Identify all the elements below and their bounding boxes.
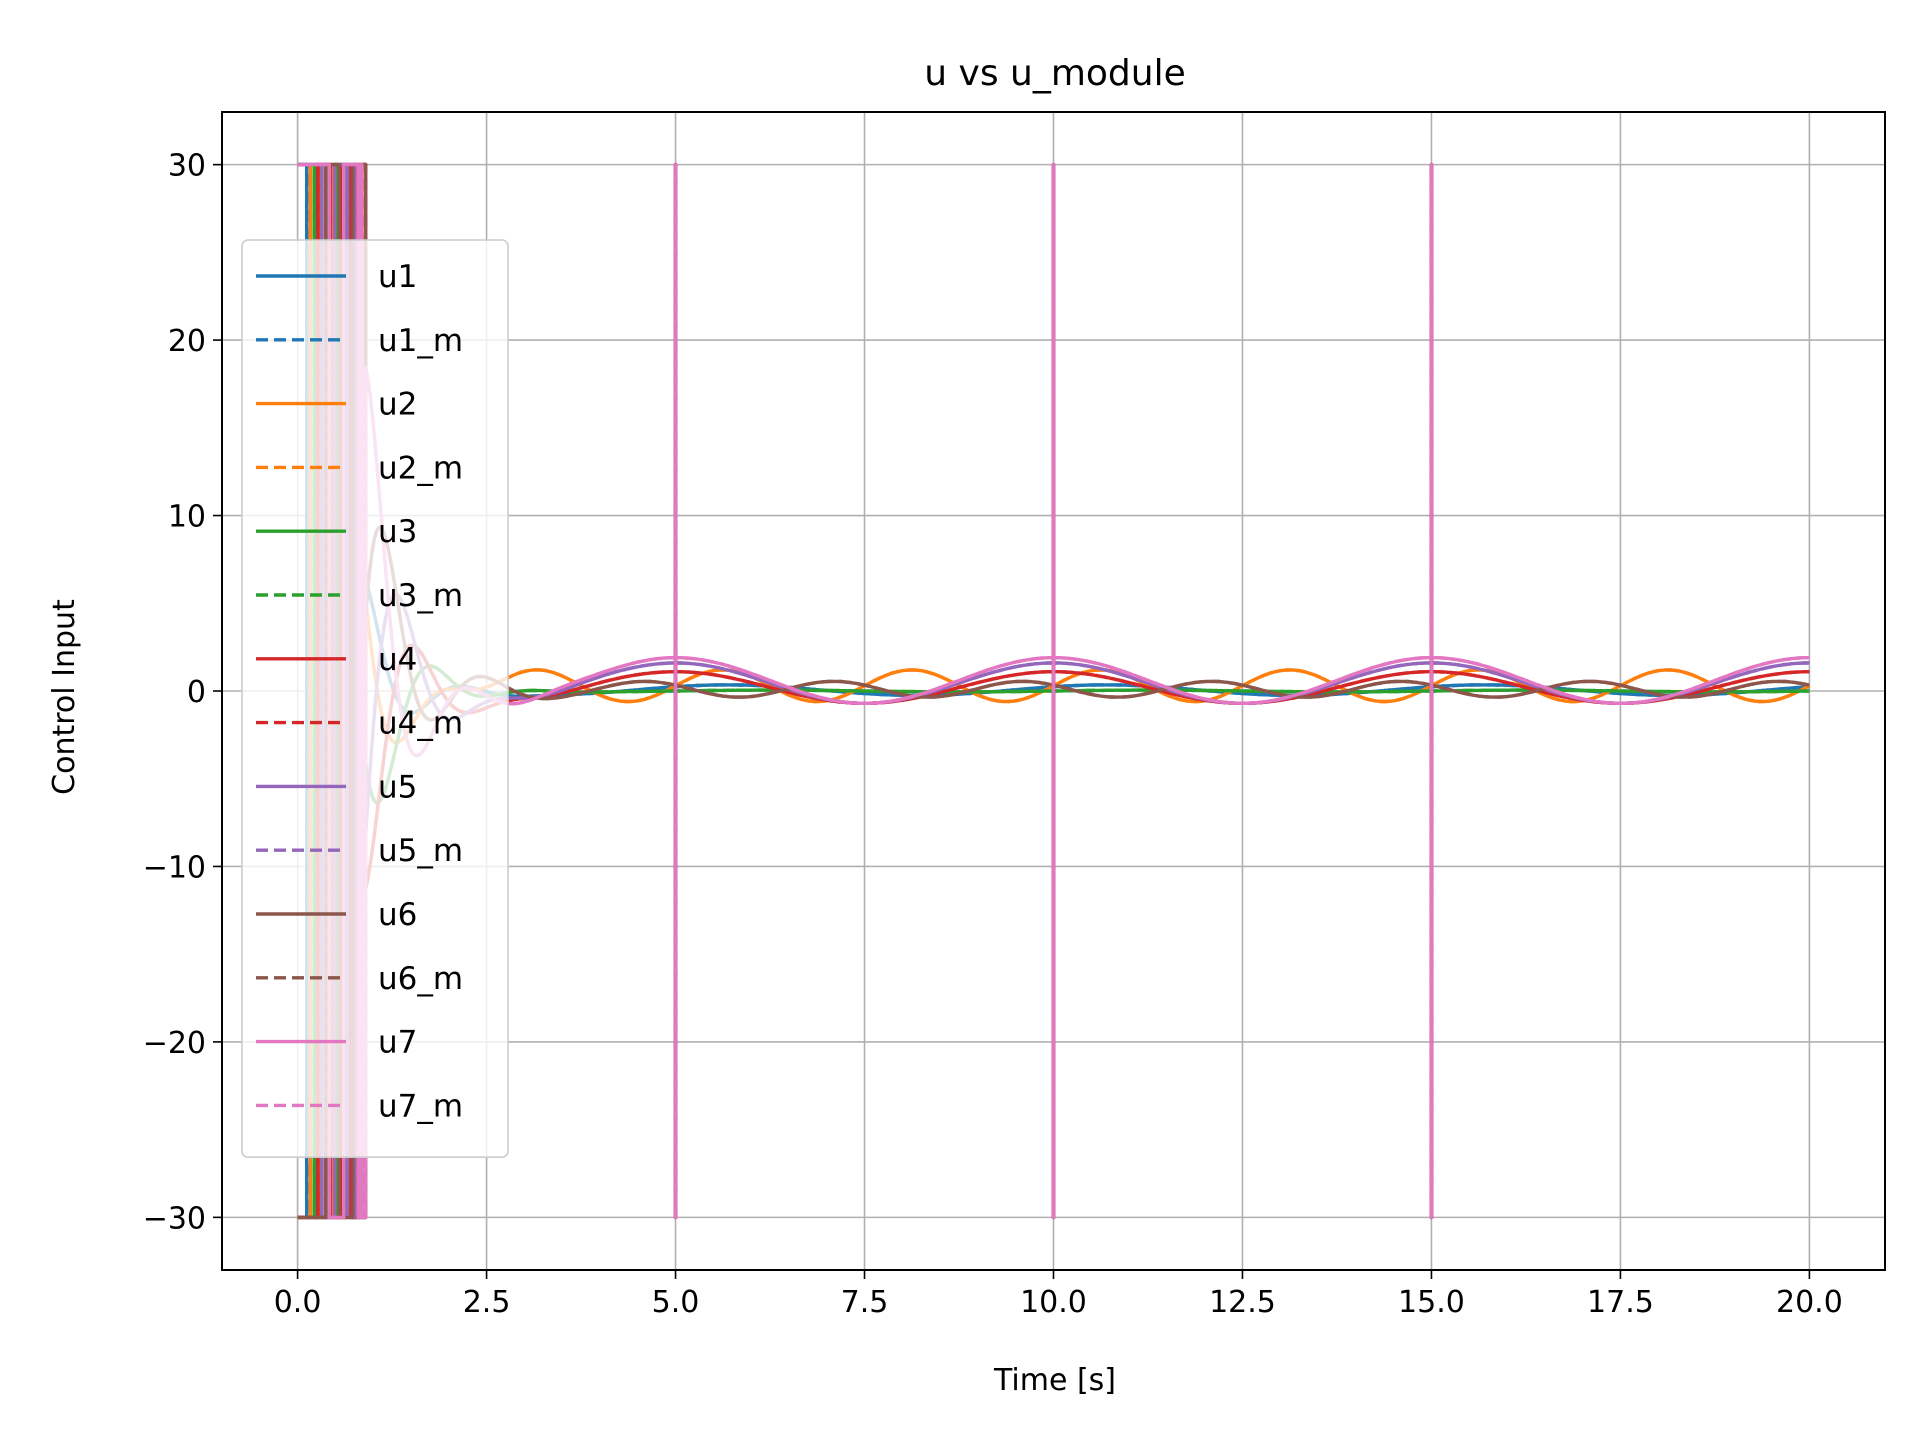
x-axis-label: Time [s] bbox=[993, 1363, 1116, 1398]
legend-label-u1_m: u1_m bbox=[378, 323, 463, 359]
legend-label-u5_m: u5_m bbox=[378, 833, 463, 869]
legend-label-u4_m: u4_m bbox=[378, 706, 463, 742]
legend-label-u1: u1 bbox=[378, 259, 417, 295]
plot-lines bbox=[297, 162, 1811, 1220]
y-tick-label: 0 bbox=[187, 675, 206, 710]
legend-label-u5: u5 bbox=[378, 769, 417, 805]
y-axis-label: Control Input bbox=[47, 599, 82, 795]
legend-box bbox=[241, 239, 509, 1159]
x-tick-label: 5.0 bbox=[652, 1285, 700, 1320]
legend-label-u2_m: u2_m bbox=[378, 450, 463, 486]
series-line-u7_m bbox=[297, 162, 1810, 1220]
legend-label-u6_m: u6_m bbox=[378, 961, 463, 997]
y-tick-label: 10 bbox=[168, 500, 206, 535]
legend: u1 u1_m u2 u2_m u3 u3_m u4 u4_m u5 u5_m u6 u6_m u7 u7… bbox=[241, 239, 509, 1159]
series-line-u6_m bbox=[297, 162, 1810, 1220]
x-tick-label: 15.0 bbox=[1398, 1285, 1465, 1320]
x-tick-label: 10.0 bbox=[1020, 1285, 1087, 1320]
axis-ticks: 0.0 2.5 5.0 7.5 10.0 12.5 15.0 17.5 20.0 −30 −20 −1… bbox=[143, 149, 1843, 1320]
y-tick-label: 30 bbox=[168, 149, 206, 184]
y-tick-label: −20 bbox=[143, 1026, 206, 1061]
legend-label-u3: u3 bbox=[378, 514, 417, 550]
legend-label-u7: u7 bbox=[378, 1025, 417, 1061]
y-tick-label: −10 bbox=[143, 850, 206, 885]
x-tick-label: 12.5 bbox=[1209, 1285, 1276, 1320]
y-tick-label: −30 bbox=[143, 1201, 206, 1236]
x-tick-label: 17.5 bbox=[1587, 1285, 1654, 1320]
legend-label-u7_m: u7_m bbox=[378, 1088, 463, 1124]
series-line-u4_m bbox=[297, 162, 1810, 1220]
legend-label-u2: u2 bbox=[378, 387, 417, 423]
chart-title: u vs u_module bbox=[924, 53, 1186, 94]
legend-label-u3_m: u3_m bbox=[378, 578, 463, 614]
x-tick-label: 2.5 bbox=[463, 1285, 511, 1320]
x-tick-label: 0.0 bbox=[274, 1285, 322, 1320]
x-tick-label: 20.0 bbox=[1776, 1285, 1843, 1320]
y-tick-label: 20 bbox=[168, 324, 206, 359]
legend-label-u6: u6 bbox=[378, 897, 417, 933]
x-tick-label: 7.5 bbox=[841, 1285, 889, 1320]
legend-label-u4: u4 bbox=[378, 642, 417, 678]
